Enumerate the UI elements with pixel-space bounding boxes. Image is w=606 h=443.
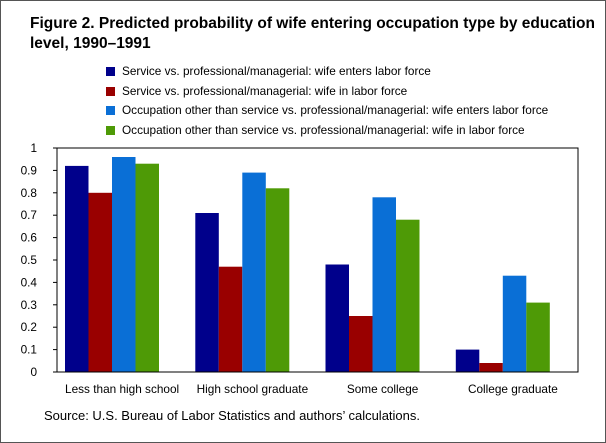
x-tick-label: Some college [347, 382, 419, 396]
chart-title: Figure 2. Predicted probability of wife … [30, 15, 595, 52]
y-tick-label: 0.1 [21, 343, 37, 357]
source-note: Source: U.S. Bureau of Labor Statistics … [44, 408, 420, 423]
y-tick-label: 0.7 [21, 208, 37, 222]
x-tick-label: College graduate [468, 382, 558, 396]
bar [349, 316, 373, 372]
bar [526, 302, 550, 372]
y-tick-label: 0.8 [21, 186, 38, 200]
legend-swatch [106, 86, 115, 96]
bar [195, 213, 219, 372]
legend-item: Occupation other than service vs. profes… [106, 101, 548, 121]
x-tick-label: High school graduate [197, 382, 309, 396]
bar [218, 266, 243, 372]
legend-item: Service vs. professional/managerial: wif… [106, 62, 548, 82]
y-tick-label: 0.2 [21, 320, 37, 334]
bar [88, 192, 112, 372]
y-tick-label: 1 [30, 141, 37, 155]
legend-item: Service vs. professional/managerial: wif… [106, 82, 548, 102]
legend-label: Service vs. professional/managerial: wif… [122, 83, 408, 98]
legend-swatch [106, 67, 115, 76]
bar [396, 219, 420, 372]
bar [455, 349, 480, 372]
bar [242, 172, 266, 372]
legend-label: Occupation other than service vs. profes… [122, 122, 525, 137]
legend-label: Occupation other than service vs. profes… [122, 103, 549, 117]
legend-swatch [106, 125, 115, 135]
bar [112, 157, 136, 372]
bar [135, 163, 159, 372]
y-tick-label: 0.4 [21, 275, 38, 289]
bar [372, 197, 396, 372]
y-tick-label: 0.3 [21, 298, 38, 312]
y-tick-label: 0 [30, 365, 37, 379]
y-tick-label: 0.6 [21, 231, 38, 245]
legend-swatch [106, 106, 115, 115]
bar [479, 363, 503, 372]
bar [502, 275, 527, 372]
x-tick-label: Less than high school [65, 382, 179, 396]
y-tick-label: 0.9 [21, 163, 37, 177]
y-tick-label: 0.5 [21, 253, 38, 267]
bar [65, 165, 89, 372]
bar [265, 188, 290, 372]
legend-label: Service vs. professional/managerial: wif… [122, 64, 431, 78]
legend-item: Occupation other than service vs. profes… [106, 121, 548, 141]
chart-legend: Service vs. professional/managerial: wif… [106, 62, 548, 140]
bar [325, 264, 349, 372]
